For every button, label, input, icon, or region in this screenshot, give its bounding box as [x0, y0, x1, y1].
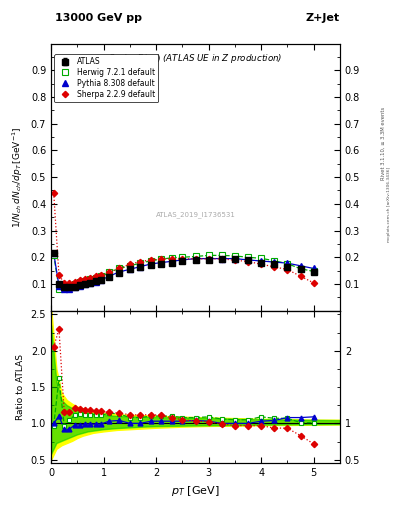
Herwig 7.2.1 default: [259, 255, 264, 262]
Sherpa 2.2.9 default: [180, 256, 185, 262]
Sherpa 2.2.9 default: [169, 256, 174, 262]
Sherpa 2.2.9 default: [88, 274, 93, 281]
Sherpa 2.2.9 default: [138, 259, 143, 265]
Herwig 7.2.1 default: [117, 265, 122, 271]
Text: Scalar $\Sigma(p_T)$ (ATLAS UE in Z production): Scalar $\Sigma(p_T)$ (ATLAS UE in Z prod…: [108, 52, 283, 65]
Sherpa 2.2.9 default: [246, 259, 250, 265]
Sherpa 2.2.9 default: [127, 261, 132, 267]
Line: Sherpa 2.2.9 default: Sherpa 2.2.9 default: [51, 191, 316, 285]
Herwig 7.2.1 default: [99, 273, 103, 280]
Herwig 7.2.1 default: [206, 252, 211, 259]
Sherpa 2.2.9 default: [117, 265, 122, 271]
Sherpa 2.2.9 default: [149, 257, 153, 263]
Legend: ATLAS, Herwig 7.2.1 default, Pythia 8.308 default, Sherpa 2.2.9 default: ATLAS, Herwig 7.2.1 default, Pythia 8.30…: [54, 54, 158, 102]
Sherpa 2.2.9 default: [233, 257, 237, 263]
Herwig 7.2.1 default: [107, 269, 111, 275]
Herwig 7.2.1 default: [219, 252, 224, 259]
Pythia 8.308 default: [180, 257, 185, 263]
Sherpa 2.2.9 default: [72, 279, 77, 285]
Pythia 8.308 default: [51, 250, 56, 257]
Herwig 7.2.1 default: [246, 254, 250, 260]
Sherpa 2.2.9 default: [94, 273, 98, 280]
Pythia 8.308 default: [246, 257, 250, 263]
Herwig 7.2.1 default: [94, 275, 98, 281]
Herwig 7.2.1 default: [193, 253, 198, 260]
Pythia 8.308 default: [219, 255, 224, 262]
Herwig 7.2.1 default: [78, 279, 83, 285]
Herwig 7.2.1 default: [169, 254, 174, 261]
Y-axis label: $1/N_{ch}\,dN_{ch}/dp_T\,[\mathrm{GeV}^{-1}]$: $1/N_{ch}\,dN_{ch}/dp_T\,[\mathrm{GeV}^{…: [11, 126, 25, 228]
Herwig 7.2.1 default: [72, 281, 77, 287]
Sherpa 2.2.9 default: [311, 280, 316, 286]
Herwig 7.2.1 default: [298, 266, 303, 272]
Sherpa 2.2.9 default: [159, 256, 164, 262]
Sherpa 2.2.9 default: [78, 277, 83, 283]
Text: ATLAS_2019_I1736531: ATLAS_2019_I1736531: [156, 211, 235, 218]
Pythia 8.308 default: [138, 264, 143, 270]
Pythia 8.308 default: [99, 277, 103, 283]
Pythia 8.308 default: [94, 279, 98, 285]
Herwig 7.2.1 default: [311, 268, 316, 274]
Pythia 8.308 default: [127, 266, 132, 272]
X-axis label: $p_T\ [\mathrm{GeV}]$: $p_T\ [\mathrm{GeV}]$: [171, 484, 220, 498]
Herwig 7.2.1 default: [51, 251, 56, 258]
Pythia 8.308 default: [67, 286, 72, 292]
Herwig 7.2.1 default: [138, 260, 143, 266]
Pythia 8.308 default: [159, 260, 164, 266]
Sherpa 2.2.9 default: [272, 264, 277, 270]
Herwig 7.2.1 default: [149, 258, 153, 264]
Pythia 8.308 default: [259, 258, 264, 264]
Pythia 8.308 default: [107, 273, 111, 280]
Line: Pythia 8.308 default: Pythia 8.308 default: [51, 250, 316, 291]
Sherpa 2.2.9 default: [99, 272, 103, 278]
Sherpa 2.2.9 default: [62, 280, 66, 286]
Y-axis label: Ratio to ATLAS: Ratio to ATLAS: [16, 354, 25, 420]
Sherpa 2.2.9 default: [193, 256, 198, 262]
Sherpa 2.2.9 default: [83, 276, 88, 282]
Pythia 8.308 default: [285, 260, 290, 266]
Pythia 8.308 default: [206, 255, 211, 262]
Pythia 8.308 default: [78, 283, 83, 289]
Text: 13000 GeV pp: 13000 GeV pp: [55, 13, 142, 23]
Sherpa 2.2.9 default: [219, 256, 224, 262]
Herwig 7.2.1 default: [127, 263, 132, 269]
Herwig 7.2.1 default: [88, 276, 93, 282]
Pythia 8.308 default: [272, 259, 277, 265]
Sherpa 2.2.9 default: [57, 272, 61, 278]
Pythia 8.308 default: [57, 283, 61, 289]
Herwig 7.2.1 default: [233, 253, 237, 259]
Pythia 8.308 default: [233, 255, 237, 262]
Pythia 8.308 default: [83, 281, 88, 287]
Line: Herwig 7.2.1 default: Herwig 7.2.1 default: [51, 252, 316, 291]
Sherpa 2.2.9 default: [285, 266, 290, 272]
Herwig 7.2.1 default: [67, 282, 72, 288]
Pythia 8.308 default: [311, 265, 316, 271]
Text: Rivet 3.1.10, ≥ 3.3M events: Rivet 3.1.10, ≥ 3.3M events: [381, 106, 386, 180]
Pythia 8.308 default: [88, 280, 93, 286]
Sherpa 2.2.9 default: [67, 280, 72, 286]
Herwig 7.2.1 default: [83, 278, 88, 284]
Sherpa 2.2.9 default: [51, 190, 56, 196]
Text: Z+Jet: Z+Jet: [306, 13, 340, 23]
Pythia 8.308 default: [72, 284, 77, 290]
Pythia 8.308 default: [62, 286, 66, 292]
Herwig 7.2.1 default: [285, 261, 290, 267]
Pythia 8.308 default: [298, 263, 303, 269]
Herwig 7.2.1 default: [272, 258, 277, 264]
Text: mcplots.cern.ch [arXiv:1306.3436]: mcplots.cern.ch [arXiv:1306.3436]: [387, 167, 391, 242]
Sherpa 2.2.9 default: [206, 256, 211, 262]
Sherpa 2.2.9 default: [298, 273, 303, 280]
Herwig 7.2.1 default: [62, 284, 66, 290]
Sherpa 2.2.9 default: [259, 261, 264, 267]
Herwig 7.2.1 default: [57, 286, 61, 292]
Sherpa 2.2.9 default: [107, 269, 111, 275]
Pythia 8.308 default: [169, 258, 174, 264]
Pythia 8.308 default: [117, 269, 122, 275]
Herwig 7.2.1 default: [180, 254, 185, 260]
Pythia 8.308 default: [193, 255, 198, 262]
Pythia 8.308 default: [149, 261, 153, 267]
Herwig 7.2.1 default: [159, 256, 164, 262]
